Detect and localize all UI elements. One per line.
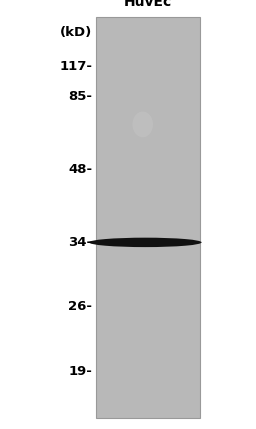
- Ellipse shape: [133, 112, 153, 137]
- Text: HuvEc: HuvEc: [124, 0, 172, 9]
- Ellipse shape: [89, 238, 202, 247]
- Text: (kD): (kD): [60, 26, 92, 39]
- Text: 85-: 85-: [68, 90, 92, 103]
- FancyBboxPatch shape: [96, 17, 200, 418]
- Text: 19-: 19-: [68, 365, 92, 378]
- Text: 48-: 48-: [68, 163, 92, 176]
- Text: 34-: 34-: [68, 236, 92, 249]
- Text: 26-: 26-: [68, 300, 92, 313]
- Text: 117-: 117-: [59, 60, 92, 73]
